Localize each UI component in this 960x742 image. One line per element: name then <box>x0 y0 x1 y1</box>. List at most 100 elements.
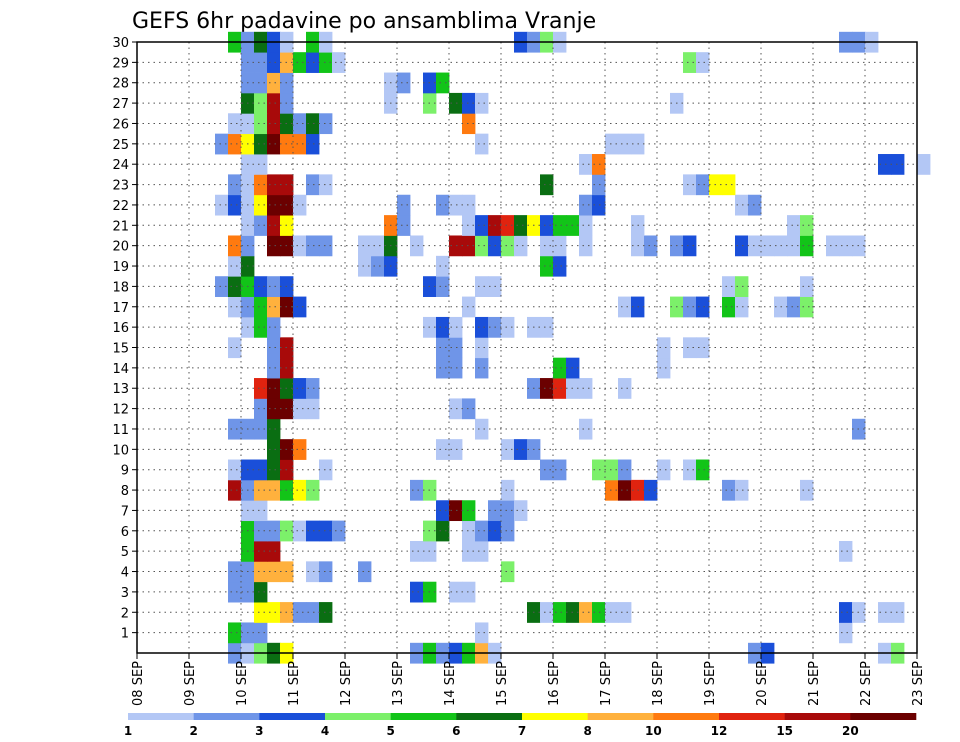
heatmap-cell <box>735 194 749 216</box>
heatmap-cell <box>254 52 268 73</box>
heatmap-cell <box>228 174 242 196</box>
heatmap-cell <box>657 459 671 481</box>
heatmap-cell <box>306 235 320 257</box>
y-tick-label: 1 <box>121 627 129 642</box>
heatmap-cell <box>722 296 736 318</box>
heatmap-cell <box>436 255 450 277</box>
heatmap-cell <box>254 622 268 644</box>
heatmap-cell <box>267 215 281 236</box>
heatmap-cell <box>410 479 424 501</box>
heatmap-cell <box>696 459 710 481</box>
colorbar-label: 4 <box>321 724 329 738</box>
heatmap-cell <box>462 398 476 420</box>
heatmap-cell <box>319 520 333 542</box>
y-tick-label: 4 <box>121 566 129 581</box>
y-tick-label: 9 <box>121 464 129 479</box>
heatmap-cell <box>228 418 242 440</box>
heatmap-cell <box>436 72 450 94</box>
heatmap-cell <box>254 398 268 420</box>
heatmap-cell <box>267 479 281 501</box>
heatmap-cell <box>436 357 450 379</box>
heatmap-cell <box>475 540 489 562</box>
y-tick-label: 21 <box>112 219 129 234</box>
y-tick-label: 22 <box>112 199 129 214</box>
colorbar-swatch <box>259 713 326 720</box>
heatmap-cell <box>215 194 229 216</box>
heatmap-cell <box>293 296 307 318</box>
heatmap-cell <box>228 337 242 359</box>
heatmap-cell <box>917 154 931 175</box>
heatmap-cell <box>319 602 333 623</box>
heatmap-cell <box>228 622 242 644</box>
heatmap-cell <box>696 337 710 359</box>
heatmap-cell <box>462 520 476 542</box>
heatmap-cell <box>540 215 554 236</box>
heatmap-cell <box>267 235 281 257</box>
heatmap-cell <box>254 92 268 114</box>
colorbar-swatch <box>193 713 260 720</box>
colorbar-label: 10 <box>645 724 662 738</box>
heatmap-cell <box>748 235 762 257</box>
x-tick-label: 12 SEP <box>339 661 354 706</box>
heatmap-cell <box>553 602 567 623</box>
heatmap-cell <box>397 72 411 94</box>
heatmap-cell <box>254 296 268 318</box>
heatmap-cell <box>449 357 463 379</box>
heatmap-cell <box>254 581 268 603</box>
x-tick-label: 10 SEP <box>235 661 250 706</box>
heatmap-cell <box>475 276 489 297</box>
colorbar-label: 3 <box>255 724 263 738</box>
heatmap-cell <box>293 113 307 135</box>
heatmap-cell <box>254 174 268 196</box>
heatmap-cell <box>449 235 463 257</box>
heatmap-cell <box>579 215 593 236</box>
heatmap-cell <box>215 276 229 297</box>
colorbar-label: 20 <box>842 724 859 738</box>
heatmap-cell <box>449 337 463 359</box>
heatmap-cell <box>319 459 333 481</box>
heatmap-cell <box>319 52 333 73</box>
heatmap-cell <box>722 174 736 196</box>
x-tick-label: 09 SEP <box>183 661 198 706</box>
heatmap-cell <box>228 133 242 155</box>
y-tick-label: 5 <box>121 545 129 560</box>
colorbar-label: 6 <box>452 724 460 738</box>
heatmap-cell <box>501 439 515 460</box>
colorbar-label: 8 <box>583 724 591 738</box>
heatmap-cell <box>410 235 424 257</box>
heatmap-cell <box>800 276 814 297</box>
heatmap-cell <box>839 235 853 257</box>
heatmap-cell <box>228 479 242 501</box>
heatmap-cell <box>735 479 749 501</box>
heatmap-cell <box>501 215 515 236</box>
heatmap-cell <box>306 398 320 420</box>
heatmap-cell <box>475 418 489 440</box>
colorbar-label: 2 <box>189 724 197 738</box>
heatmap-cell <box>436 520 450 542</box>
heatmap-cell <box>267 418 281 440</box>
heatmap-cell <box>228 561 242 583</box>
heatmap-cell <box>618 602 632 623</box>
heatmap-cell <box>878 154 892 175</box>
heatmap-cell <box>267 398 281 420</box>
heatmap-cell <box>592 154 606 175</box>
y-tick-label: 27 <box>112 97 129 112</box>
heatmap-cell <box>306 133 320 155</box>
heatmap-cell <box>306 479 320 501</box>
heatmap-cell <box>683 235 697 257</box>
heatmap-cell <box>748 194 762 216</box>
heatmap-cell <box>735 296 749 318</box>
heatmap-cell <box>553 255 567 277</box>
y-tick-label: 28 <box>112 77 129 92</box>
heatmap-cell <box>839 540 853 562</box>
heatmap-cell <box>358 561 372 583</box>
heatmap-cell <box>293 133 307 155</box>
heatmap-cell <box>579 418 593 440</box>
heatmap-cell <box>293 439 307 460</box>
colorbar-swatch <box>850 713 917 720</box>
heatmap-cell <box>501 479 515 501</box>
heatmap-cell <box>592 174 606 196</box>
heatmap-cell <box>722 479 736 501</box>
heatmap-cell <box>254 276 268 297</box>
heatmap-cell <box>397 215 411 236</box>
